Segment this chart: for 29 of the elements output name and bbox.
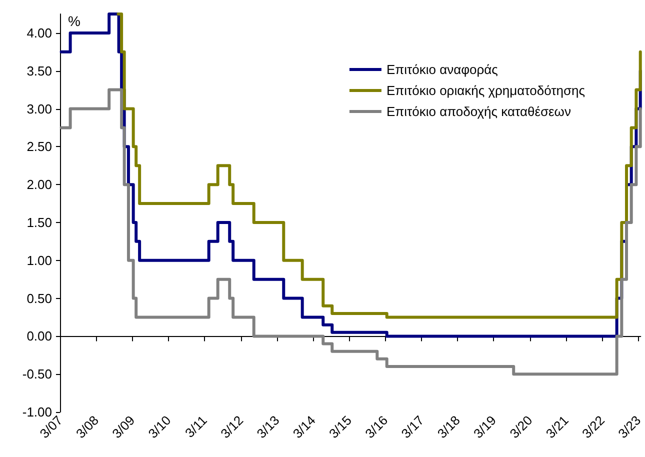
legend-label: Επιτόκιο οριακής χρηματοδότησης [386, 83, 585, 98]
y-tick-label: -0.50 [22, 366, 52, 382]
y-tick-label: 0.00 [26, 328, 52, 344]
x-tick-label: 3/18 [434, 412, 463, 442]
y-tick-label: 3.50 [26, 63, 52, 78]
x-tick-label: 3/20 [506, 412, 536, 442]
x-tick-label: 3/16 [362, 412, 391, 442]
y-tick-label: 0.50 [26, 290, 52, 306]
x-tick-label: 3/10 [145, 412, 174, 442]
x-tick-label: 3/11 [182, 412, 210, 440]
x-tick-label: 3/12 [218, 412, 246, 442]
legend-label: Επιτόκιο αποδοχής καταθέσεων [386, 104, 571, 119]
y-tick-label: 4.00 [26, 25, 52, 40]
x-tick-label: 3/09 [109, 412, 138, 442]
legend-label: Επιτόκιο αναφοράς [386, 62, 498, 77]
y-tick-label: 2.00 [26, 177, 52, 192]
x-tick-label: 3/13 [254, 412, 282, 442]
y-axis-title: % [68, 13, 80, 29]
y-tick-label: -1.00 [22, 404, 52, 420]
x-tick-label: 3/08 [73, 412, 102, 442]
y-tick-label: 2.50 [26, 139, 52, 154]
x-tick-label: 3/23 [615, 412, 644, 442]
y-tick-label: 1.00 [26, 252, 52, 268]
x-tick-label: 3/14 [290, 412, 318, 442]
x-tick-label: 3/19 [470, 412, 500, 442]
y-tick-label: 1.50 [26, 214, 52, 230]
y-tick-label: 3.00 [26, 101, 52, 116]
x-tick-label: 3/22 [578, 412, 608, 442]
x-tick-label: 3/21 [542, 412, 572, 442]
